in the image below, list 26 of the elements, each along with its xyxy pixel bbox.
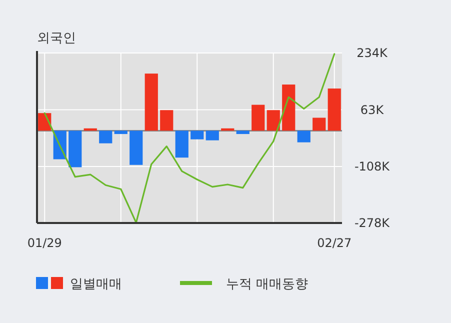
legend-label: 누적 매매동향: [226, 277, 308, 292]
chart-title: 외국인: [37, 31, 76, 46]
y-tick-label: 234K: [356, 46, 389, 60]
bar: [175, 130, 188, 158]
y-tick-label: -108K: [354, 160, 391, 174]
bar: [144, 74, 158, 131]
bar: [190, 130, 204, 140]
bar: [312, 118, 326, 131]
y-tick-label: -278K: [354, 216, 391, 230]
bar: [99, 130, 112, 144]
bar: [328, 88, 341, 131]
bar: [68, 130, 82, 168]
bar: [282, 84, 296, 131]
y-tick-label: 63K: [360, 102, 385, 117]
x-tick-label: 02/27: [317, 236, 352, 250]
bar: [160, 110, 174, 131]
legend-label: 일별매매: [70, 277, 122, 292]
bar: [252, 104, 265, 131]
x-tick-label: 01/29: [27, 236, 62, 250]
bar: [297, 130, 310, 142]
bar: [206, 130, 219, 140]
bar: [236, 130, 250, 134]
bar: [266, 110, 280, 131]
line-series: [44, 53, 336, 224]
bar: [130, 130, 143, 165]
bar: [114, 130, 128, 134]
